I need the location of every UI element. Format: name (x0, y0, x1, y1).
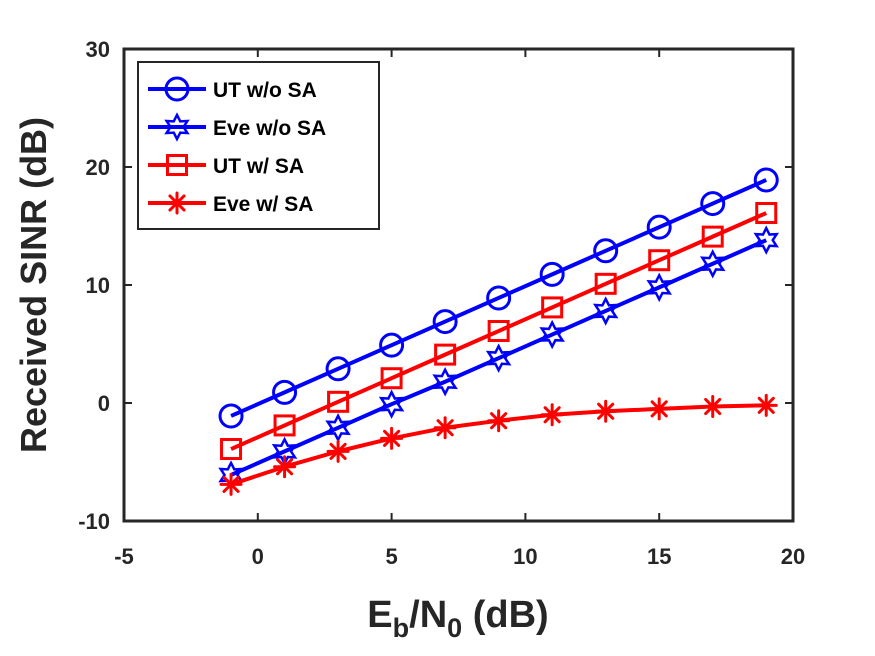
axes: -5 0 5 10 15 20 -10 0 10 20 30 (78, 37, 805, 569)
x-tick-label: 15 (647, 544, 671, 569)
series-line-2 (230, 211, 768, 451)
data-point-1-2 (325, 413, 351, 443)
data-point-0-0 (218, 403, 244, 429)
legend-marker (166, 154, 188, 176)
x-axis-title-sub1: b (393, 613, 410, 643)
series-line-0 (230, 178, 768, 418)
x-tick-label: 5 (385, 544, 397, 569)
data-point-3-3 (380, 426, 404, 450)
x-axis-title-sub2: 0 (447, 613, 462, 643)
plot-area (218, 167, 780, 496)
data-point-0-7 (593, 238, 619, 264)
series-3 (219, 393, 778, 496)
series-line-1 (230, 238, 768, 477)
x-tick-label: 20 (781, 544, 805, 569)
y-tick-label: 10 (86, 273, 110, 298)
data-point-3-10 (754, 393, 778, 417)
data-point-2-3 (380, 367, 403, 390)
legend-label: Eve w/ SA (213, 193, 313, 216)
data-point-1-9 (699, 249, 726, 279)
data-point-2-9 (701, 225, 724, 248)
data-point-2-10 (755, 202, 778, 225)
legend-label: UT w/ SA (213, 155, 304, 178)
x-tick-label: -5 (114, 544, 134, 569)
legend-marker (165, 191, 189, 215)
data-point-3-2 (326, 439, 350, 463)
data-point-0-6 (539, 261, 565, 287)
data-point-1-4 (432, 367, 458, 397)
legend-entry-2: UT w/ SA (148, 154, 304, 178)
x-tick-label: 10 (513, 544, 537, 569)
data-point-1-8 (646, 272, 672, 303)
legend-entry-1: Eve w/o SA (148, 112, 326, 142)
data-point-1-5 (485, 343, 512, 373)
data-point-2-1 (273, 414, 296, 437)
data-point-1-6 (539, 319, 565, 350)
data-point-3-0 (219, 472, 243, 496)
data-point-3-1 (273, 455, 297, 479)
x-axis-title: Eb/N0 (dB) (367, 594, 548, 643)
data-point-3-6 (540, 403, 564, 427)
series-1 (218, 225, 780, 490)
legend: UT w/o SA Eve w/o SA UT w/ SA Eve w/ SA (137, 61, 380, 230)
data-point-1-3 (378, 389, 405, 419)
y-tick-label: 30 (86, 37, 110, 62)
y-tick-label: 20 (86, 155, 110, 180)
data-point-0-3 (379, 332, 405, 358)
legend-marker (164, 76, 190, 102)
data-point-0-4 (432, 309, 458, 335)
y-axis-title: Received SINR (dB) (13, 117, 54, 453)
data-point-2-8 (648, 249, 671, 272)
series-2 (220, 202, 778, 461)
data-point-2-2 (327, 390, 350, 413)
data-point-3-9 (701, 395, 725, 419)
data-point-3-5 (487, 409, 511, 433)
data-point-3-7 (594, 399, 618, 423)
data-point-2-6 (541, 296, 564, 319)
data-point-0-10 (753, 167, 779, 193)
data-point-0-8 (646, 214, 672, 240)
legend-label: UT w/o SA (213, 79, 317, 102)
legend-entry-3: Eve w/ SA (148, 191, 313, 216)
y-tick-label: 0 (98, 391, 110, 416)
data-point-1-7 (592, 296, 619, 326)
data-point-3-8 (647, 397, 671, 421)
data-point-2-0 (220, 438, 243, 461)
data-point-2-7 (594, 272, 617, 295)
series-0 (218, 167, 779, 429)
x-axis-title-mid: /N (409, 594, 447, 636)
data-point-0-5 (486, 285, 512, 311)
data-point-3-4 (433, 416, 457, 440)
data-point-1-10 (753, 225, 780, 255)
data-point-2-5 (487, 320, 510, 343)
y-tick-label: -10 (78, 509, 110, 534)
data-point-0-9 (700, 191, 726, 217)
x-tick-label: 0 (252, 544, 264, 569)
x-axis-title-main: E (367, 594, 392, 636)
legend-entry-0: UT w/o SA (148, 76, 317, 102)
legend-marker (164, 112, 190, 142)
legend-label: Eve w/o SA (213, 117, 326, 140)
data-point-0-1 (272, 379, 298, 405)
x-axis-title-tail: (dB) (462, 594, 549, 636)
data-point-2-4 (434, 343, 457, 366)
data-point-0-2 (325, 356, 351, 382)
